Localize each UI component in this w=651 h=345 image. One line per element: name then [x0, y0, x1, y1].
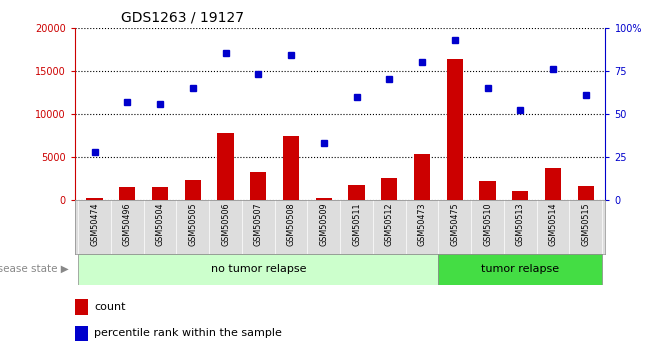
Bar [447, 59, 463, 200]
Bar [414, 155, 430, 200]
Text: GSM50511: GSM50511 [352, 203, 361, 246]
Text: GSM50505: GSM50505 [188, 203, 197, 246]
Text: GSM50475: GSM50475 [450, 203, 459, 246]
Bar [512, 190, 529, 200]
Text: GSM50515: GSM50515 [581, 203, 590, 246]
Bar [87, 198, 103, 200]
Bar [545, 168, 561, 200]
Text: disease state ▶: disease state ▶ [0, 264, 68, 274]
Text: count: count [94, 302, 126, 312]
Bar [119, 187, 135, 200]
Text: GSM50507: GSM50507 [254, 203, 263, 246]
Bar [479, 181, 495, 200]
Bar [381, 178, 398, 200]
Text: GSM50506: GSM50506 [221, 203, 230, 246]
Text: GSM50512: GSM50512 [385, 203, 394, 246]
Bar [250, 171, 266, 200]
Text: GDS1263 / 19127: GDS1263 / 19127 [121, 10, 243, 24]
Text: percentile rank within the sample: percentile rank within the sample [94, 328, 283, 338]
Text: GSM50474: GSM50474 [90, 203, 99, 246]
Text: GSM50473: GSM50473 [417, 203, 426, 246]
Text: GSM50496: GSM50496 [123, 203, 132, 246]
Bar [316, 198, 332, 200]
Text: no tumor relapse: no tumor relapse [210, 264, 306, 274]
Bar [348, 186, 365, 200]
Bar [75, 326, 88, 341]
Bar [283, 136, 299, 200]
Text: GSM50513: GSM50513 [516, 203, 525, 246]
Text: GSM50514: GSM50514 [549, 203, 557, 246]
Bar [152, 187, 168, 200]
Bar [438, 254, 602, 285]
Text: GSM50509: GSM50509 [319, 203, 328, 246]
Bar [78, 254, 438, 285]
Bar [185, 180, 201, 200]
Text: GSM50504: GSM50504 [156, 203, 165, 246]
Bar [75, 299, 88, 315]
Bar [217, 133, 234, 200]
Bar [577, 186, 594, 200]
Text: tumor relapse: tumor relapse [481, 264, 559, 274]
Text: GSM50510: GSM50510 [483, 203, 492, 246]
Text: GSM50508: GSM50508 [286, 203, 296, 246]
